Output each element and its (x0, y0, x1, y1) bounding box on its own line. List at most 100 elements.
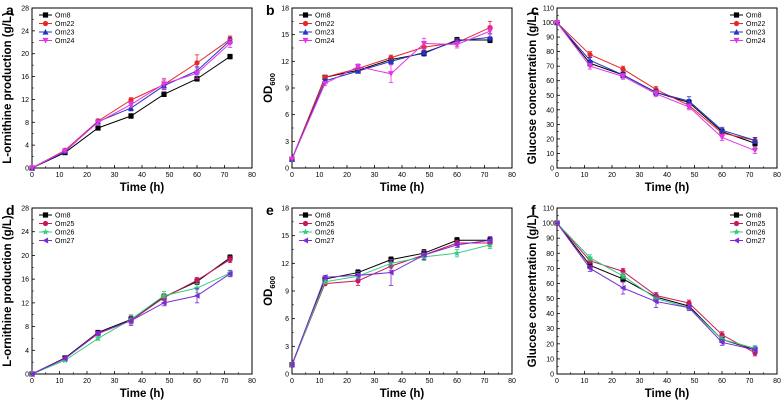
panel-f: 0 10 20 30 40 50 60 70 80 0 10 20 30 40 50 60 70 80 90 100 1… (527, 202, 781, 400)
data-point (227, 40, 233, 47)
legend-marker (42, 220, 49, 227)
y-axis-title: OD600 (263, 276, 277, 306)
y-tick-label: 6 (285, 112, 289, 119)
legend-entry: Orn23 (315, 30, 335, 37)
y-tick-label: 100 (542, 221, 554, 228)
series-line (556, 222, 756, 354)
data-point (686, 104, 692, 110)
y-tick-label: 8 (25, 120, 29, 127)
data-point (29, 371, 35, 377)
legend-marker (302, 228, 309, 235)
x-axis-title: Time (h) (380, 388, 425, 400)
plot-frame (556, 207, 778, 375)
x-tick-label: 40 (138, 172, 146, 179)
data-point (554, 220, 560, 227)
y-tick-label: 6 (285, 316, 289, 323)
data-point (421, 252, 427, 259)
legend-entry: Orn27 (746, 238, 766, 245)
y-axis-title: L-ornithine production (g/L) (2, 12, 14, 164)
series-Orn27 (289, 236, 493, 368)
x-tick-label: 0 (555, 378, 559, 385)
y-tick-label: 4 (25, 348, 29, 355)
data-point (194, 292, 200, 299)
legend-entry: Orn8 (315, 13, 331, 20)
x-tick-label: 0 (30, 378, 34, 385)
y-tick-label: 4 (25, 143, 29, 150)
series-line (291, 27, 491, 160)
series-line (31, 56, 231, 169)
data-point (388, 269, 394, 276)
y-tick-label: 70 (546, 64, 554, 71)
legend-entry: Orn8 (746, 213, 762, 220)
data-point (421, 49, 427, 56)
x-tick-label: 50 (691, 378, 699, 385)
data-point (62, 355, 68, 362)
series-Orn27 (554, 220, 758, 354)
legend-entry: Orn8 (746, 13, 762, 20)
data-point (587, 51, 593, 58)
y-tick-label: 0 (25, 166, 29, 173)
y-tick-label: 20 (546, 136, 554, 143)
x-tick-label: 50 (426, 378, 434, 385)
legend-marker (733, 12, 740, 18)
y-tick-label: 0 (550, 166, 554, 173)
x-tick-label: 10 (316, 172, 324, 179)
y-tick-label: 3 (285, 139, 289, 146)
data-point (487, 237, 493, 244)
legend-entry: Orn23 (55, 30, 75, 37)
y-axis-title-main: L-ornithine production (g/L) (2, 215, 14, 367)
panel-label: a (6, 2, 14, 18)
y-tick-label: 30 (546, 326, 554, 333)
x-tick-label: 50 (166, 378, 174, 385)
legend-marker (42, 20, 49, 27)
panel-label: b (266, 2, 275, 18)
data-point (29, 165, 35, 171)
x-tick-label: 70 (746, 378, 754, 385)
series-line (556, 22, 756, 144)
data-point (752, 346, 758, 353)
y-axis-title: Glucose concentration (g/L) (527, 11, 539, 164)
y-tick-label: 12 (281, 261, 289, 268)
series-Orn8 (554, 220, 758, 354)
series-Orn22 (554, 19, 758, 144)
y-tick-label: 12 (21, 97, 29, 104)
data-point (355, 68, 361, 74)
x-tick-label: 20 (608, 378, 616, 385)
series-line (556, 22, 756, 141)
x-tick-label: 30 (371, 172, 379, 179)
data-point (388, 58, 394, 64)
y-axis-title-main: OD (263, 289, 275, 306)
data-point (719, 134, 725, 141)
y-tick-label: 0 (285, 166, 289, 173)
y-tick-label: 3 (285, 344, 289, 351)
data-point (453, 249, 461, 256)
panel-label: f (531, 202, 536, 218)
data-point (322, 80, 328, 87)
x-tick-label: 10 (581, 378, 589, 385)
data-point (193, 284, 201, 291)
data-point (227, 256, 233, 263)
y-axis-title-main: OD (263, 86, 275, 103)
y-tick-label: 10 (546, 356, 554, 363)
legend-marker (733, 237, 740, 244)
x-tick-label: 40 (663, 378, 671, 385)
data-point (587, 63, 593, 70)
x-tick-label: 80 (773, 378, 781, 385)
data-point (161, 91, 167, 97)
x-tick-label: 40 (138, 378, 146, 385)
series-Orn8 (554, 19, 758, 147)
legend-marker (302, 237, 309, 244)
x-tick-label: 60 (193, 172, 201, 179)
data-point (355, 64, 361, 70)
series-Orn23 (289, 33, 493, 162)
x-tick-label: 80 (773, 172, 781, 179)
data-point (128, 101, 134, 108)
legend-entry: Orn8 (315, 213, 331, 220)
data-point (486, 241, 494, 248)
legend-marker (733, 220, 740, 227)
x-tick-label: 20 (343, 172, 351, 179)
y-tick-label: 9 (285, 289, 289, 296)
x-tick-label: 30 (636, 172, 644, 179)
